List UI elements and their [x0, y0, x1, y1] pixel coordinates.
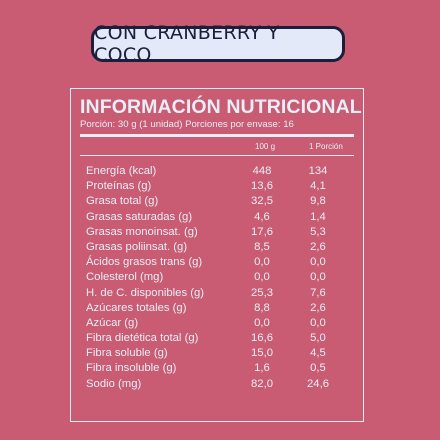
nutrient-label: Grasas monoinsat. (g)	[86, 225, 198, 238]
value-per-100g: 0,0	[254, 316, 270, 329]
value-per-portion: 0,0	[310, 271, 326, 284]
column-header-portion: 1 Porción	[309, 142, 343, 151]
nutrient-row: Azúcar (g) 0,0 0,0	[71, 317, 363, 332]
value-per-portion: 9,8	[310, 195, 326, 208]
value-per-portion: 2,6	[310, 240, 326, 253]
nutrient-label: Fibra soluble (g)	[86, 347, 168, 360]
nutrient-row: Grasas poliinsat. (g) 8,5 2,6	[71, 241, 363, 256]
value-per-100g: 4,6	[254, 210, 270, 223]
value-per-100g: 448	[252, 165, 272, 177]
value-per-portion: 7,6	[310, 286, 326, 299]
nutrient-row: Fibra insoluble (g) 1,6 0,5	[71, 362, 363, 377]
value-per-100g: 8,8	[254, 301, 270, 314]
value-per-portion: 4,1	[310, 180, 326, 193]
nutrient-row: Colesterol (mg) 0,0 0,0	[71, 271, 363, 286]
value-per-portion: 0,0	[310, 256, 326, 269]
serving-info: Porción: 30 g (1 unidad) Porciones por e…	[80, 119, 294, 130]
nutrient-row: Energía (kcal) 448 134	[71, 165, 363, 180]
value-per-100g: 16,6	[251, 332, 273, 345]
nutrient-row: Proteínas (g) 13,6 4,1	[71, 180, 363, 195]
nutrient-label: Azúcar (g)	[86, 316, 139, 329]
value-per-portion: 134	[308, 165, 328, 177]
nutrient-label: Proteínas (g)	[86, 180, 152, 193]
flavor-label: CON CRANBERRY Y COCO	[91, 22, 345, 66]
nutrient-table: Energía (kcal) 448 134 Proteínas (g) 13,6 4,1…	[71, 165, 363, 393]
nutrient-label: Colesterol (mg)	[86, 271, 164, 284]
value-per-100g: 1,6	[254, 362, 270, 375]
value-per-100g: 0,0	[254, 256, 270, 269]
value-per-100g: 25,3	[251, 286, 273, 299]
nutrition-title: INFORMACIÓN NUTRICIONAL	[80, 96, 362, 118]
value-per-portion: 5,3	[310, 225, 326, 238]
nutrient-row: H. de C. disponibles (g) 25,3 7,6	[71, 287, 363, 302]
nutrient-row: Grasas saturadas (g) 4,6 1,4	[71, 211, 363, 226]
nutrition-facts-panel: INFORMACIÓN NUTRICIONAL Porción: 30 g (1…	[70, 88, 364, 422]
nutrient-label: H. de C. disponibles (g)	[86, 286, 205, 299]
nutrient-label: Grasas saturadas (g)	[86, 210, 193, 223]
value-per-portion: 5,0	[310, 332, 326, 345]
value-per-100g: 32,5	[251, 195, 273, 208]
nutrient-label: Ácidos grasos trans (g)	[86, 256, 203, 269]
value-per-100g: 15,0	[251, 347, 273, 360]
value-per-portion: 0,5	[310, 362, 326, 375]
nutrient-row: Grasa total (g) 32,5 9,8	[71, 195, 363, 210]
nutrient-row: Fibra dietética total (g) 16,6 5,0	[71, 332, 363, 347]
value-per-100g: 13,6	[251, 180, 273, 193]
divider-thick	[80, 134, 354, 137]
nutrient-label: Fibra insoluble (g)	[86, 362, 177, 375]
nutrient-label: Grasas poliinsat. (g)	[86, 240, 188, 253]
nutrient-label: Fibra dietética total (g)	[86, 332, 199, 345]
value-per-portion: 24,6	[307, 377, 329, 390]
value-per-portion: 1,4	[310, 210, 326, 223]
value-per-100g: 17,6	[251, 225, 273, 238]
value-per-100g: 8,5	[254, 240, 270, 253]
divider-thin	[80, 155, 354, 156]
value-per-100g: 82,0	[251, 377, 273, 390]
nutrient-row: Ácidos grasos trans (g) 0,0 0,0	[71, 256, 363, 271]
column-header-100g: 100 g	[255, 142, 276, 151]
nutrient-row: Sodio (mg) 82,0 24,6	[71, 378, 363, 393]
value-per-portion: 2,6	[310, 301, 326, 314]
nutrient-row: Fibra soluble (g) 15,0 4,5	[71, 347, 363, 362]
nutrient-row: Azúcares totales (g) 8,8 2,6	[71, 302, 363, 317]
value-per-portion: 0,0	[310, 316, 326, 329]
value-per-portion: 4,5	[310, 347, 326, 360]
nutrient-label: Energía (kcal)	[86, 165, 157, 177]
nutrient-label: Grasa total (g)	[86, 195, 159, 208]
nutrient-row: Grasas monoinsat. (g) 17,6 5,3	[71, 226, 363, 241]
nutrient-label: Azúcares totales (g)	[86, 301, 187, 314]
nutrient-label: Sodio (mg)	[86, 377, 142, 390]
value-per-100g: 0,0	[254, 271, 270, 284]
